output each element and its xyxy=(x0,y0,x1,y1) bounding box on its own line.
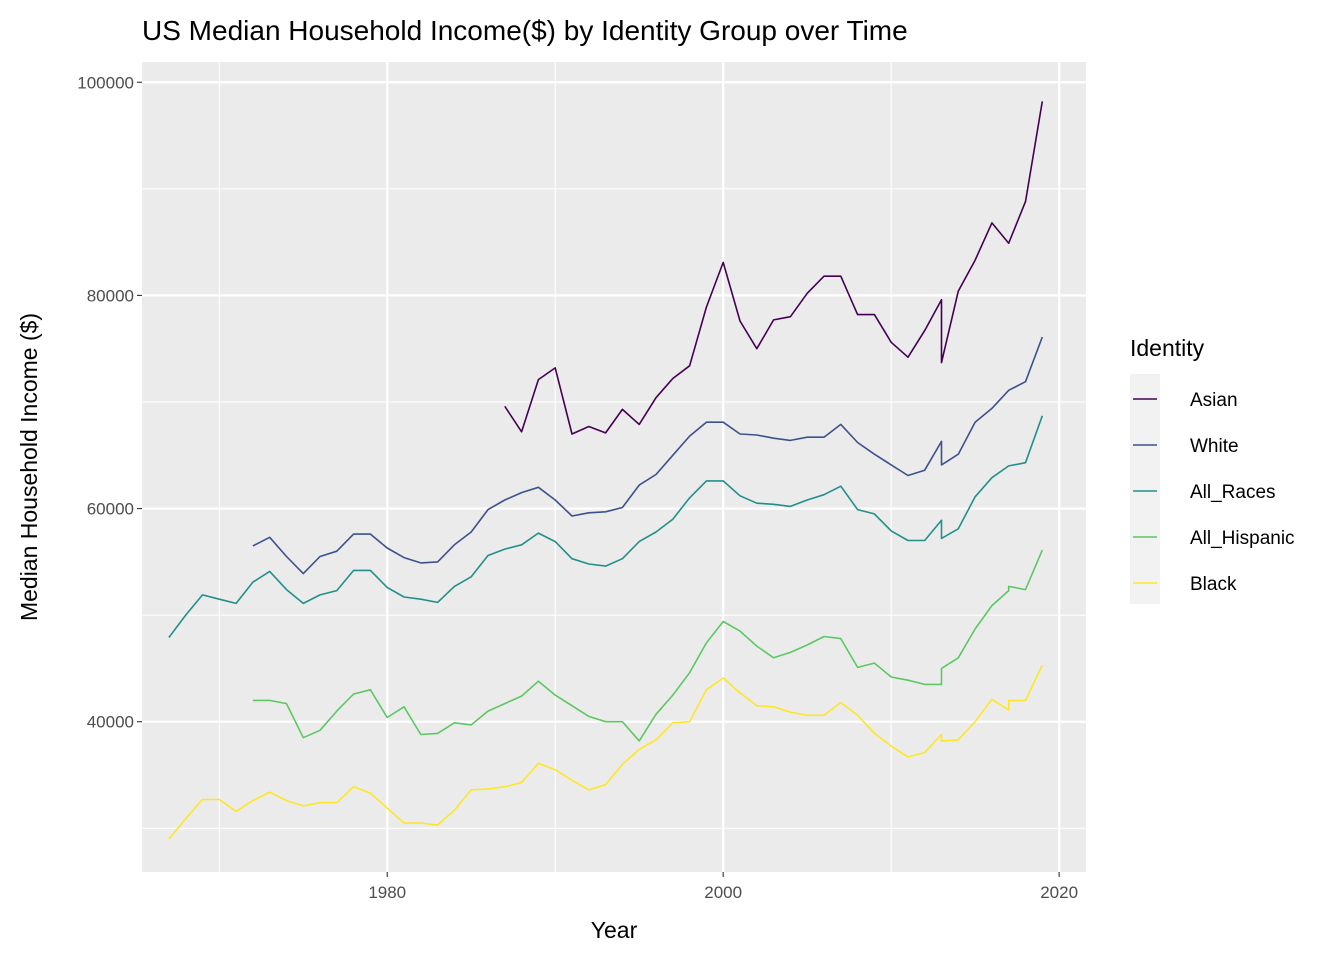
y-axis-title: Median Household Income ($) xyxy=(16,313,42,621)
y-tick-label: 40000 xyxy=(87,713,134,732)
legend-item-black: Black xyxy=(1133,574,1237,595)
chart-title: US Median Household Income($) by Identit… xyxy=(142,15,908,46)
grid-minor xyxy=(142,62,1086,872)
grid-major xyxy=(142,62,1086,872)
y-axis: 40000 60000 80000 100000 xyxy=(77,73,142,732)
legend-items: Asian White All_Races All_Hispanic Black xyxy=(1133,390,1295,595)
legend-label: White xyxy=(1190,436,1239,457)
plot-panel xyxy=(142,62,1086,872)
legend-item-asian: Asian xyxy=(1133,390,1238,411)
legend-title: Identity xyxy=(1130,335,1205,361)
legend-label: Asian xyxy=(1190,390,1238,411)
series-lines xyxy=(168,101,1044,840)
legend-label: Black xyxy=(1190,574,1237,595)
legend-label: All_Races xyxy=(1190,482,1276,503)
x-tick-label: 1980 xyxy=(368,883,406,902)
legend-key-background xyxy=(1130,374,1160,604)
legend-label: All_Hispanic xyxy=(1190,528,1295,549)
y-tick-label: 100000 xyxy=(77,73,134,92)
legend-item-all-races: All_Races xyxy=(1133,482,1276,503)
x-axis-title: Year xyxy=(591,917,638,943)
y-tick-label: 60000 xyxy=(87,500,134,519)
legend-item-all-hispanic: All_Hispanic xyxy=(1133,528,1295,549)
series-line-white xyxy=(252,336,1044,575)
series-line-all-hispanic xyxy=(252,549,1044,742)
x-axis: 1980 2000 2020 xyxy=(368,872,1078,902)
legend: Identity Asian White All_Races All_Hispanic… xyxy=(1130,335,1295,604)
series-line-asian xyxy=(504,101,1044,435)
legend-item-white: White xyxy=(1133,436,1239,457)
series-line-all-races xyxy=(168,415,1044,638)
x-tick-label: 2020 xyxy=(1040,883,1078,902)
series-line-black xyxy=(168,664,1044,840)
y-tick-label: 80000 xyxy=(87,286,134,305)
x-tick-label: 2000 xyxy=(704,883,742,902)
